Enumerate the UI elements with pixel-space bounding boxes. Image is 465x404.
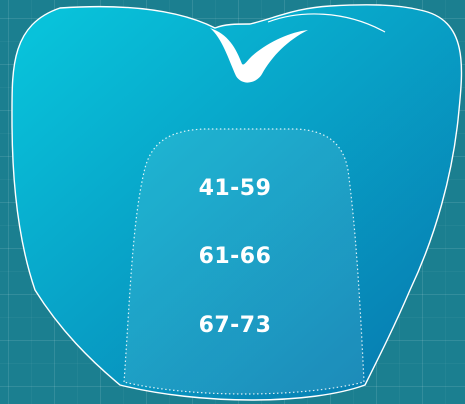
range-label-3: 67-73 (198, 313, 272, 338)
range-label-1: 41-59 (198, 176, 272, 201)
pulp-region (123, 128, 365, 395)
range-label-2: 61-66 (198, 244, 272, 269)
tooth-icon (11, 4, 463, 401)
enamel-highlight (267, 13, 386, 33)
checkmark-icon (210, 28, 308, 83)
